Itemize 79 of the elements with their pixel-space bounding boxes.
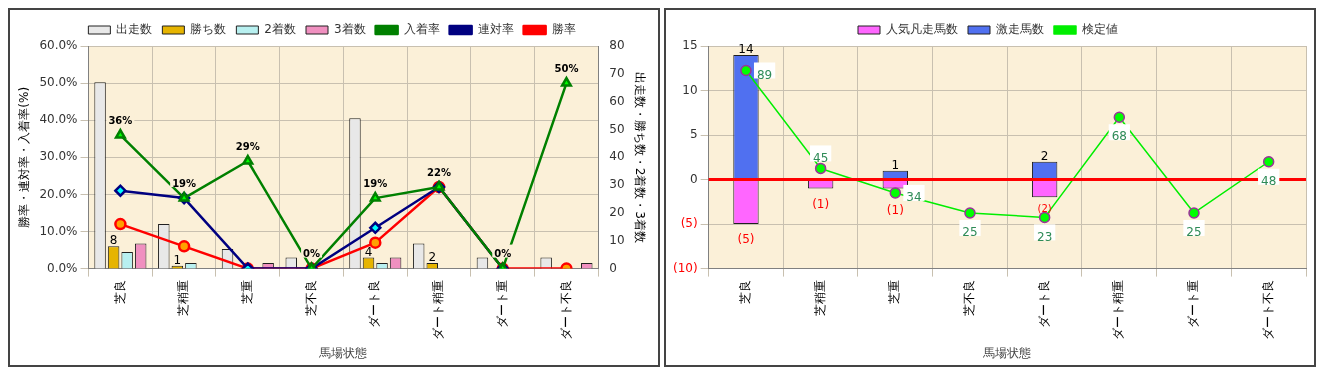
data-label: 19%	[172, 177, 197, 189]
x-tick-label: ダート不良	[1260, 279, 1275, 340]
x-tick-label: ダート重	[494, 279, 509, 328]
y2-tick-label: 20	[609, 205, 625, 220]
data-label: 14	[738, 42, 754, 57]
data-label: 1	[891, 157, 900, 172]
y2-tick-label: 50	[609, 121, 625, 136]
y2-tick-label: 30	[609, 177, 625, 192]
y-tick-label: 10	[682, 82, 698, 97]
y-axis-title: 勝率・連対率・入着率(%)	[17, 86, 32, 228]
data-label: (2)	[1037, 202, 1052, 214]
y-tick-label: 40.0%	[39, 112, 78, 127]
y-tick-label: (5)	[680, 216, 698, 231]
legend-label: 出走数	[116, 22, 153, 37]
y2-tick-label: 70	[609, 65, 625, 80]
data-label: 25	[962, 225, 978, 240]
y2-tick-label: 80	[609, 38, 625, 53]
y-tick-label: 60.0%	[39, 38, 78, 53]
x-tick-label: ダート良	[1036, 279, 1051, 328]
data-label: 8	[109, 233, 118, 248]
y-tick-label: (10)	[672, 260, 698, 275]
x-tick-label: ダート重	[1186, 279, 1201, 328]
x-tick-label: 芝良	[112, 279, 127, 304]
x-tick-label: 芝不良	[303, 279, 318, 316]
y2-tick-label: 40	[609, 149, 625, 164]
legend-label: 入着率	[403, 22, 440, 37]
x-tick-label: 芝稍重	[176, 279, 191, 316]
legend-label: 2着数	[264, 22, 297, 37]
data-label: 2	[1040, 148, 1049, 163]
y-tick-label: 20.0%	[39, 186, 78, 201]
data-label: (1)	[886, 203, 904, 218]
data-label: 36%	[108, 114, 133, 126]
data-label: 68	[1111, 129, 1127, 144]
y-tick-label: 0.0%	[47, 260, 78, 275]
y-tick-label: 5	[689, 127, 698, 142]
data-label: (1)	[812, 196, 830, 211]
x-tick-label: 芝良	[738, 279, 753, 304]
y-tick-label: 0	[689, 171, 698, 186]
x-tick-label: 芝稍重	[812, 279, 827, 316]
x-axis-title: 馬場状態	[982, 345, 1032, 360]
data-label: 0%	[303, 248, 321, 260]
data-label: 4	[364, 244, 373, 259]
data-label: 50%	[554, 62, 579, 74]
x-tick-label: ダート稍重	[431, 279, 446, 340]
x-tick-label: ダート不良	[558, 279, 573, 340]
data-label: 34	[906, 190, 922, 205]
data-label: 89	[756, 67, 773, 82]
data-label: 19%	[363, 177, 388, 189]
data-label: 22%	[427, 166, 451, 178]
legend-label: 検定値	[1082, 22, 1118, 37]
data-label: 25	[1186, 225, 1202, 240]
y-tick-label: 15	[682, 38, 698, 53]
data-label: 0%	[494, 248, 512, 260]
y2-tick-label: 10	[609, 232, 625, 247]
y2-tick-label: 60	[609, 93, 625, 108]
y-tick-label: 30.0%	[39, 149, 78, 164]
y-tick-label: 50.0%	[39, 75, 78, 90]
data-label: 2	[428, 250, 437, 265]
data-label: 29%	[235, 140, 260, 152]
data-label: 45	[813, 150, 829, 165]
y2-tick-label: 0	[609, 260, 617, 275]
legend-label: 勝ち数	[190, 22, 227, 37]
y2-axis-title: 出走数・勝ち数・2着数・3着数	[632, 71, 647, 243]
x-tick-label: 芝重	[887, 279, 902, 304]
y-tick-label: 10.0%	[39, 223, 78, 238]
data-label: 1	[173, 252, 182, 267]
legend-label: 3着数	[334, 22, 366, 37]
data-label: (5)	[737, 232, 755, 247]
legend-label: 激走馬数	[996, 22, 1044, 37]
x-tick-label: ダート良	[367, 279, 382, 328]
x-tick-label: ダート稍重	[1111, 279, 1126, 340]
x-axis-title: 馬場状態	[318, 345, 368, 360]
data-label: 23	[1037, 229, 1053, 244]
x-tick-label: 芝不良	[962, 279, 977, 316]
legend-label: 勝率	[551, 22, 576, 37]
x-tick-label: 芝重	[239, 279, 254, 304]
legend-label: 人気凡走馬数	[886, 22, 958, 37]
data-label: 48	[1261, 173, 1277, 188]
legend-label: 連対率	[477, 22, 514, 37]
